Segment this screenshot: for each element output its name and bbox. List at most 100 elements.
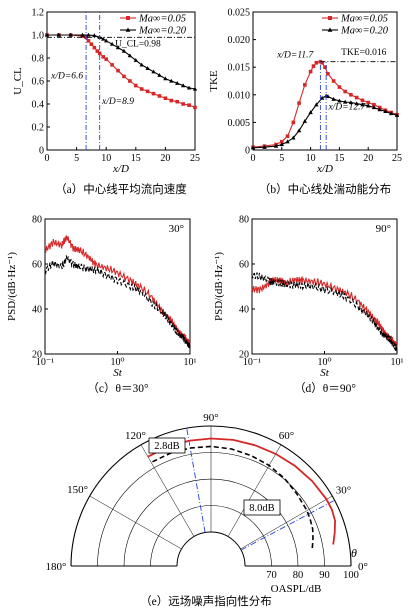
x-tick-label: 15 <box>131 153 141 164</box>
plot-frame <box>252 11 398 151</box>
data-point <box>337 98 342 103</box>
data-point <box>303 83 307 87</box>
panel-b: 0 5 10 15 20 25 0 0.005 0.010 0.015 0.020 0.025 x/D T… <box>208 8 402 197</box>
y-tick-label: 80 <box>239 215 249 226</box>
x-tick-label: 0 <box>45 153 50 164</box>
data-point <box>372 102 376 107</box>
data-point <box>354 95 359 100</box>
corner-label: 90° <box>376 223 391 235</box>
y-tick-label: 80 <box>32 215 42 226</box>
annotation-text: U_CL=0.98 <box>115 40 161 50</box>
x-tick-label: 20 <box>363 153 373 164</box>
y-tick-label: 0 <box>245 146 250 157</box>
data-point <box>181 102 185 106</box>
angle-tick-label: 90° <box>203 412 218 424</box>
data-point <box>262 144 267 149</box>
panel-caption: （e）远场噪声指向性分布 <box>140 594 272 608</box>
data-point <box>366 103 371 108</box>
reference-line <box>240 499 335 551</box>
data-point <box>389 111 394 116</box>
polar-ring <box>176 531 246 567</box>
data-point <box>145 66 150 70</box>
legend-label: Ma∞=0.20 <box>138 26 187 37</box>
data-point <box>104 57 108 61</box>
radial-tick-label: 80 <box>293 570 304 581</box>
data-point <box>302 118 308 123</box>
data-point <box>157 94 162 98</box>
annotation-box <box>243 499 281 516</box>
x-tick-label: 25 <box>190 153 200 164</box>
x-tick-label: 15 <box>334 153 344 164</box>
data-point <box>331 79 336 83</box>
y-tick-label: 40 <box>239 305 249 316</box>
x-axis-label: St <box>320 367 330 379</box>
data-point <box>180 83 186 88</box>
x-tick-label: 10⁰ <box>317 357 331 368</box>
legend-marker <box>126 16 130 20</box>
y-tick-label: 0.010 <box>228 90 251 101</box>
data-point <box>319 95 325 100</box>
y-tick-label: 20 <box>239 350 249 361</box>
data-point <box>110 63 114 67</box>
x-tick-label: 0 <box>251 153 256 164</box>
y-tick-label: 0.6 <box>32 77 45 88</box>
x-tick-label: 20 <box>160 153 170 164</box>
legend-label: Ma∞=0.05 <box>340 14 388 25</box>
annotation-text: x/D=12.7 <box>327 103 366 113</box>
data-point <box>128 79 132 83</box>
data-point <box>89 42 94 46</box>
data-point <box>325 94 331 99</box>
y-axis-label: PSD/(dB·Hz⁻¹) <box>213 252 225 321</box>
polar-spoke <box>89 495 182 550</box>
data-point <box>337 85 342 89</box>
data-point <box>145 89 150 94</box>
x-tick-label: 10 <box>101 153 111 164</box>
data-point <box>133 58 138 62</box>
panel-caption: （c）θ＝30° <box>87 382 149 395</box>
y-axis-label: U_CL <box>12 67 24 95</box>
radial-tick-label: 100 <box>343 570 359 581</box>
data-point <box>121 48 127 53</box>
data-point <box>86 38 91 43</box>
data-point <box>163 76 168 81</box>
polar-spoke <box>227 444 282 537</box>
data-point <box>122 74 126 79</box>
data-point <box>250 145 256 150</box>
y-tick-label: 20 <box>32 350 42 361</box>
angle-tick-label: 120° <box>125 430 146 442</box>
annotation-text: 2.8dB <box>154 441 179 452</box>
panel-caption: （a）中心线平均流向速度 <box>55 182 187 196</box>
data-point <box>139 62 144 67</box>
series-line <box>251 275 398 349</box>
data-point <box>343 89 347 94</box>
data-point <box>193 105 197 110</box>
data-point <box>331 96 336 101</box>
y-tick-label: 0.8 <box>32 54 45 65</box>
data-point <box>192 86 198 91</box>
data-point <box>279 142 284 147</box>
data-point <box>285 139 290 144</box>
panel-c: 10⁻¹ 10⁰ 10¹ 20 40 60 80 St PSD/(dB·Hz⁻¹) （c）θ＝30… <box>6 215 197 396</box>
data-point <box>371 105 377 110</box>
data-point <box>97 51 102 56</box>
y-axis-label: PSD/(dB·Hz⁻¹) <box>6 252 18 321</box>
x-axis-label: x/D <box>112 163 129 175</box>
y-tick-label: 0.020 <box>228 35 251 46</box>
data-point <box>308 69 313 74</box>
reference-line <box>186 428 206 533</box>
angle-tick-label: 150° <box>67 484 88 496</box>
data-point <box>377 107 382 112</box>
legend-label: Ma∞=0.05 <box>138 14 186 25</box>
x-axis-label: x/D <box>316 163 333 175</box>
data-point <box>187 103 191 107</box>
radial-axis-label: OASPL/dB <box>271 583 322 595</box>
y-tick-label: 1.0 <box>32 31 45 42</box>
data-point <box>68 32 73 37</box>
data-point <box>342 99 348 104</box>
legend-label: Ma∞=0.20 <box>340 26 389 37</box>
data-point <box>297 101 301 105</box>
data-point <box>296 128 302 133</box>
series-line <box>150 445 314 549</box>
data-point <box>169 78 174 83</box>
